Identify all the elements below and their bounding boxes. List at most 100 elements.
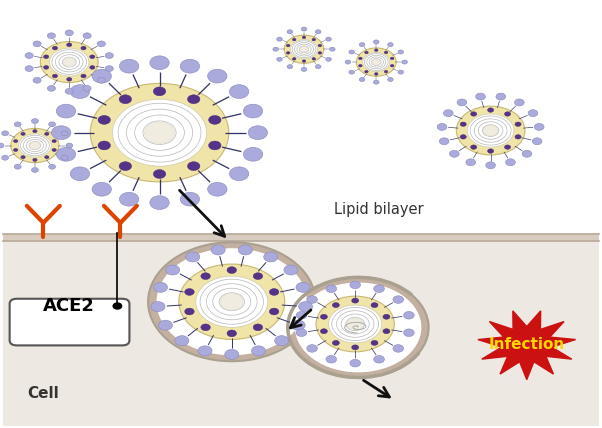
- Circle shape: [49, 48, 89, 76]
- Circle shape: [11, 128, 59, 163]
- Circle shape: [287, 44, 290, 47]
- Circle shape: [301, 27, 307, 31]
- Circle shape: [467, 114, 514, 147]
- Circle shape: [275, 336, 289, 346]
- Circle shape: [295, 282, 421, 372]
- Circle shape: [320, 329, 327, 334]
- Circle shape: [352, 345, 359, 350]
- Circle shape: [113, 99, 206, 166]
- Circle shape: [40, 42, 98, 83]
- Circle shape: [439, 138, 449, 145]
- Circle shape: [229, 85, 249, 98]
- Circle shape: [352, 298, 359, 303]
- Circle shape: [535, 123, 544, 131]
- Circle shape: [67, 77, 72, 81]
- Circle shape: [437, 123, 447, 131]
- Circle shape: [296, 312, 307, 319]
- Circle shape: [307, 296, 317, 303]
- Circle shape: [67, 43, 72, 47]
- Circle shape: [63, 58, 75, 66]
- Circle shape: [19, 134, 51, 157]
- Circle shape: [157, 248, 307, 355]
- Circle shape: [332, 303, 340, 308]
- Circle shape: [398, 70, 403, 74]
- Circle shape: [90, 65, 95, 69]
- Circle shape: [460, 122, 467, 126]
- Circle shape: [287, 30, 293, 34]
- Circle shape: [444, 110, 453, 116]
- Text: Lipid bilayer: Lipid bilayer: [335, 202, 424, 217]
- Circle shape: [291, 40, 317, 59]
- Circle shape: [45, 156, 49, 159]
- Circle shape: [269, 308, 279, 315]
- Circle shape: [98, 41, 105, 47]
- Circle shape: [90, 55, 95, 59]
- Circle shape: [144, 122, 175, 143]
- Circle shape: [293, 39, 296, 41]
- Circle shape: [287, 52, 290, 54]
- Circle shape: [248, 126, 267, 140]
- Circle shape: [52, 46, 58, 50]
- Circle shape: [488, 108, 494, 112]
- Circle shape: [175, 336, 189, 346]
- Circle shape: [390, 65, 394, 67]
- Circle shape: [208, 69, 227, 83]
- Circle shape: [373, 80, 379, 84]
- Circle shape: [83, 86, 91, 91]
- Circle shape: [302, 36, 306, 39]
- Circle shape: [277, 57, 282, 61]
- Circle shape: [229, 167, 249, 181]
- Circle shape: [21, 132, 25, 135]
- Circle shape: [45, 132, 49, 135]
- Circle shape: [288, 277, 429, 377]
- Circle shape: [291, 320, 305, 330]
- Circle shape: [296, 282, 310, 292]
- Circle shape: [349, 50, 355, 54]
- Circle shape: [243, 104, 262, 118]
- Circle shape: [43, 65, 49, 69]
- Circle shape: [166, 265, 179, 275]
- Circle shape: [227, 267, 237, 273]
- Circle shape: [14, 164, 21, 169]
- Circle shape: [57, 147, 76, 161]
- Circle shape: [98, 141, 110, 150]
- Circle shape: [2, 155, 8, 160]
- Circle shape: [403, 329, 414, 336]
- Circle shape: [21, 156, 25, 159]
- Circle shape: [187, 162, 200, 171]
- Circle shape: [373, 40, 379, 44]
- Circle shape: [98, 77, 105, 83]
- Circle shape: [372, 59, 380, 65]
- Circle shape: [61, 131, 68, 136]
- Circle shape: [371, 340, 378, 345]
- Circle shape: [504, 145, 510, 149]
- Bar: [3, 238, 599, 426]
- Circle shape: [61, 155, 68, 160]
- Circle shape: [466, 159, 476, 166]
- Circle shape: [356, 48, 396, 76]
- Text: ACE2: ACE2: [43, 297, 95, 315]
- Circle shape: [315, 65, 321, 68]
- Circle shape: [471, 112, 477, 116]
- Circle shape: [185, 288, 194, 295]
- Circle shape: [113, 303, 122, 309]
- Circle shape: [483, 125, 498, 136]
- Circle shape: [52, 126, 71, 140]
- Circle shape: [209, 141, 221, 150]
- Circle shape: [48, 33, 55, 39]
- Circle shape: [383, 314, 390, 319]
- Circle shape: [315, 30, 321, 34]
- Circle shape: [296, 329, 307, 336]
- Circle shape: [119, 192, 139, 206]
- Circle shape: [25, 53, 33, 59]
- Circle shape: [383, 329, 390, 334]
- Circle shape: [312, 39, 315, 41]
- Circle shape: [49, 164, 55, 169]
- Circle shape: [456, 106, 525, 155]
- Circle shape: [349, 70, 355, 74]
- Circle shape: [66, 143, 73, 148]
- Circle shape: [347, 318, 364, 330]
- Circle shape: [359, 77, 365, 81]
- Circle shape: [515, 99, 524, 106]
- Circle shape: [52, 149, 57, 152]
